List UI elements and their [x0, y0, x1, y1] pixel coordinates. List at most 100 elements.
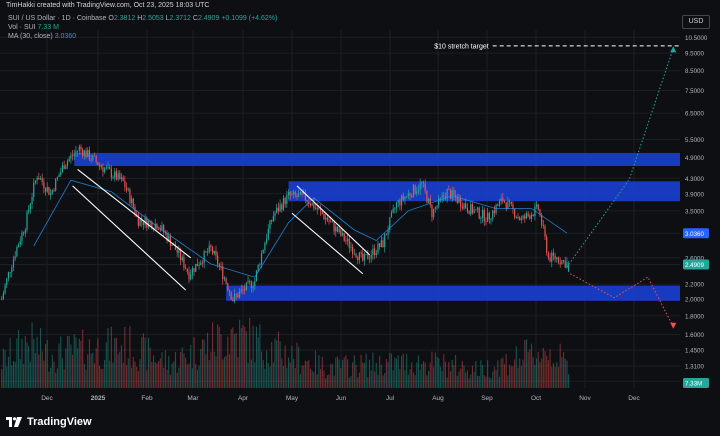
candle-body: [492, 210, 494, 219]
volume-bar: [186, 364, 188, 388]
candle-body: [311, 202, 313, 206]
channel-line[interactable]: [291, 212, 364, 275]
brand-name: TradingView: [27, 416, 92, 428]
candle-body: [323, 214, 325, 220]
volume-bar: [527, 351, 529, 388]
volume-bar: [271, 342, 273, 388]
candle-body: [34, 180, 37, 183]
candle-body: [412, 185, 414, 198]
volume-bar: [515, 346, 517, 388]
price-axis[interactable]: 10.5000 9.5000 8.5000 7.5000 6.5000 5.5000 4.9…: [682, 12, 720, 400]
ohlc-key: C: [190, 15, 198, 22]
volume-bar: [517, 367, 519, 388]
volume-bar: [338, 359, 340, 388]
ma-price-tag: [683, 228, 709, 239]
channel-line[interactable]: [77, 168, 192, 259]
volume-bar: [485, 376, 487, 388]
tradingview-logo[interactable]: TradingView: [6, 413, 92, 431]
price-zone[interactable]: [288, 181, 680, 202]
candle-body: [370, 254, 372, 259]
candle-body: [240, 289, 242, 292]
volume-bar: [169, 374, 171, 388]
candle-body: [348, 238, 350, 248]
candle-body: [146, 217, 148, 228]
time-tick-label: Jun: [336, 395, 347, 402]
volume-bar: [95, 348, 97, 388]
volume-bar: [28, 345, 30, 388]
bearish-projection[interactable]: [570, 273, 674, 328]
volume-bar: [493, 366, 495, 388]
volume-bar: [374, 371, 376, 388]
candle-body: [181, 256, 183, 261]
candle-body: [559, 262, 561, 264]
price-zone[interactable]: [226, 285, 680, 301]
candle-body: [525, 213, 528, 219]
price-zone[interactable]: [74, 152, 681, 166]
volume-bar: [355, 365, 357, 388]
currency-button[interactable]: USD: [682, 15, 710, 29]
volume-bar: [205, 354, 207, 388]
candle-body: [527, 213, 529, 216]
candle-body: [514, 208, 516, 218]
volume-bar: [345, 355, 347, 388]
volume-bar: [547, 360, 549, 388]
candle-body: [453, 190, 455, 196]
stretch-target[interactable]: $10 stretch target: [434, 43, 680, 50]
candle-body: [73, 153, 75, 156]
candle-body: [218, 264, 220, 266]
volume-label: Vol · SUI: [8, 24, 36, 31]
candle-body: [29, 204, 31, 210]
candle-body: [502, 198, 504, 202]
volume-bar: [225, 355, 227, 388]
volume-bar: [272, 362, 274, 388]
time-axis[interactable]: Dec 2025 Feb Mar Apr May Jun Jul Aug Sep Oct Nov Dec: [41, 395, 640, 402]
volume-bar: [397, 355, 399, 388]
candle-body: [200, 262, 202, 265]
candle-body: [203, 251, 205, 264]
volume-bar: [198, 365, 200, 388]
candle-body: [568, 264, 570, 272]
symbol-label: SUI / US Dollar · 1D · Coinbase: [8, 15, 107, 22]
volume-bar: [174, 351, 177, 388]
candle-body: [51, 189, 53, 194]
volume-bar: [1, 369, 3, 388]
volume-bar: [43, 360, 45, 388]
candle-body: [299, 192, 301, 195]
candle-body: [41, 178, 43, 183]
candle-body: [547, 252, 549, 258]
volume-bar: [306, 361, 308, 388]
candle-body: [119, 173, 121, 179]
candle-body: [407, 193, 409, 196]
candle-body: [213, 250, 215, 254]
volume-bar: [237, 357, 239, 388]
volume-bar: [100, 368, 102, 388]
candle-body: [439, 197, 441, 199]
candle-body: [373, 248, 376, 255]
volume-bar: [566, 360, 568, 388]
candle-body: [546, 236, 548, 253]
candle-body: [14, 256, 16, 259]
channel-line[interactable]: [72, 185, 186, 291]
channel-line[interactable]: [296, 185, 370, 256]
volume-bar: [126, 365, 128, 388]
descending-channels[interactable]: [72, 168, 370, 291]
bullish-arrowhead: [670, 46, 677, 53]
candle-body: [429, 198, 431, 205]
candle-body: [380, 240, 382, 247]
bullish-projection[interactable]: [566, 48, 674, 268]
time-tick-label: May: [286, 395, 299, 402]
candle-body: [178, 249, 180, 253]
volume-bar: [132, 357, 134, 388]
volume-bar: [468, 378, 470, 388]
candle-body: [88, 149, 91, 160]
candle-body: [198, 264, 200, 267]
candle-body: [500, 198, 502, 202]
candle-body: [306, 200, 308, 202]
candle-body: [244, 289, 246, 291]
volume-bar: [134, 361, 136, 388]
volume-bar: [61, 358, 63, 388]
candle-body: [274, 213, 276, 217]
projection-paths[interactable]: [566, 46, 677, 329]
candle-body: [122, 177, 124, 181]
